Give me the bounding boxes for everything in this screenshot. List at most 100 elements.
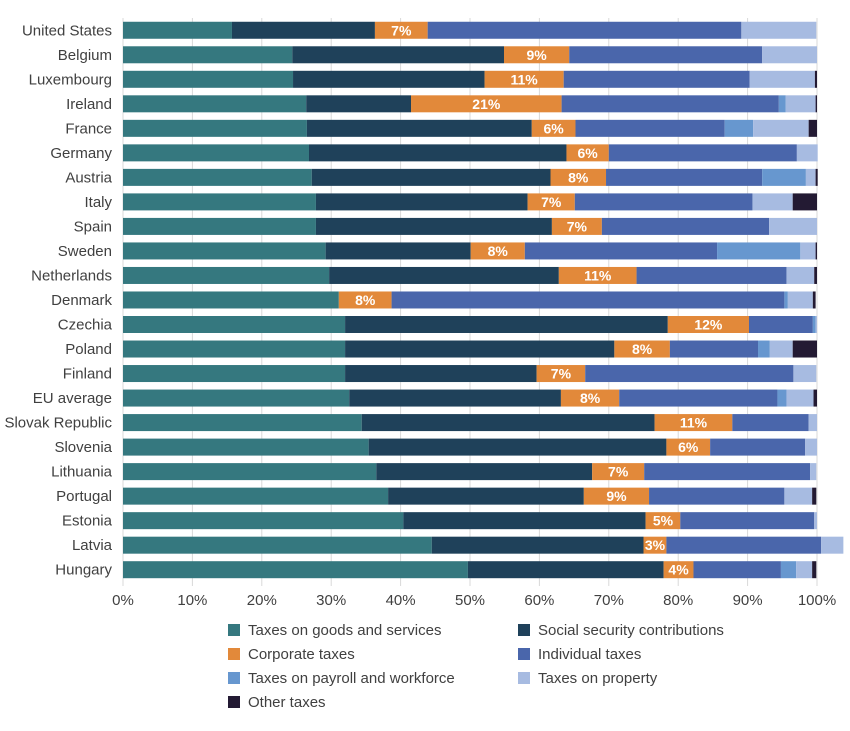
bar-segment xyxy=(693,561,781,579)
data-label: 11% xyxy=(511,71,539,87)
data-label: 7% xyxy=(391,22,412,38)
bar-segment xyxy=(123,463,377,481)
legend-label: Social security contributions xyxy=(538,621,724,639)
legend-swatch xyxy=(228,672,240,684)
bar-segment xyxy=(123,242,326,260)
legend-swatch xyxy=(518,624,530,636)
category-label: Belgium xyxy=(58,47,112,64)
bar-segment xyxy=(123,95,307,113)
bar-segment xyxy=(574,193,753,211)
category-label: Estonia xyxy=(62,513,113,530)
bar-segment xyxy=(467,561,664,579)
category-label: Lithuania xyxy=(51,464,113,481)
data-label: 6% xyxy=(678,439,699,455)
bar-segment xyxy=(293,70,485,88)
bar-segment xyxy=(123,389,350,407)
x-tick-label: 40% xyxy=(386,592,416,609)
bar-segment xyxy=(808,414,817,432)
bar-segment xyxy=(311,168,551,186)
data-label: 6% xyxy=(578,145,599,161)
bar-segment xyxy=(732,414,809,432)
bar-segment xyxy=(123,144,309,162)
legend-label: Corporate taxes xyxy=(248,645,355,663)
bar-segment xyxy=(796,144,818,162)
data-label: 8% xyxy=(632,341,653,357)
bar-segment xyxy=(558,266,637,284)
bar-segment xyxy=(306,119,532,137)
bar-segment xyxy=(649,487,785,505)
bar-segment xyxy=(666,536,822,554)
bar-segment xyxy=(666,438,711,456)
bar-segment xyxy=(769,340,793,358)
bar-segment xyxy=(785,95,816,113)
bar-segment xyxy=(592,463,645,481)
bar-segment xyxy=(123,217,316,235)
category-label: EU average xyxy=(33,390,112,407)
category-label: Italy xyxy=(84,194,112,211)
x-axis-tick-labels: 0% 10% 20% 30% 40% 50% 60% 70% 80% 90% 100% xyxy=(112,592,836,609)
data-label: 9% xyxy=(606,488,627,504)
legend: Taxes on goods and services Social securi… xyxy=(228,619,788,713)
x-tick-label: 70% xyxy=(594,592,624,609)
bar-segment xyxy=(470,242,525,260)
bar-segment xyxy=(325,242,471,260)
bar-segment xyxy=(748,316,813,333)
data-label: 8% xyxy=(580,390,601,406)
category-label: Hungary xyxy=(55,562,112,579)
category-label: Ireland xyxy=(66,96,112,113)
category-label: France xyxy=(65,120,112,137)
bar-segment xyxy=(536,365,586,383)
data-label: 11% xyxy=(680,415,708,431)
x-tick-label: 60% xyxy=(524,592,554,609)
bar-segment xyxy=(531,119,576,137)
bar-segment xyxy=(123,291,339,309)
category-label: Germany xyxy=(50,145,112,162)
data-label: 21% xyxy=(472,96,501,112)
category-label: Luxembourg xyxy=(29,71,112,88)
bar-segment xyxy=(123,266,330,284)
bar-segment xyxy=(374,21,428,39)
bar-segment xyxy=(793,365,817,383)
bar-segment xyxy=(123,414,362,432)
bar-segment xyxy=(752,193,793,211)
bar-segment xyxy=(780,561,797,579)
data-label: 7% xyxy=(608,464,629,480)
category-labels: United States Belgium Luxembourg Ireland Fra… xyxy=(4,22,112,578)
bar-segment xyxy=(717,242,801,260)
data-label: 7% xyxy=(567,218,588,234)
bar-segment xyxy=(812,487,817,505)
bar-segment xyxy=(123,536,432,554)
bar-segment xyxy=(812,291,816,309)
bar-segment xyxy=(808,119,817,137)
bar-segment xyxy=(810,463,817,481)
category-label: Finland xyxy=(63,366,112,383)
bar-segment xyxy=(680,512,815,530)
bar-segment xyxy=(411,95,562,113)
bar-segment xyxy=(524,242,718,260)
bar-segment xyxy=(123,21,232,39)
bar-segment xyxy=(123,119,307,137)
x-tick-label: 20% xyxy=(247,592,277,609)
x-tick-label: 30% xyxy=(316,592,346,609)
bar-segment xyxy=(123,193,316,211)
bar-segment xyxy=(815,316,817,333)
bar-segment xyxy=(724,119,754,137)
bar-segment xyxy=(667,316,749,333)
bar-segment xyxy=(669,340,759,358)
bar-segment xyxy=(805,168,816,186)
bar-segment xyxy=(758,340,770,358)
bar-segments: 7% 9% 11% 21% 6% 6% 8% 7% 7% 8% 11% 8% 12% 8% 7% 8% 11% 6… xyxy=(123,21,844,579)
bar-segment xyxy=(123,340,346,358)
bar-segment xyxy=(575,119,725,137)
category-label: Portugal xyxy=(56,488,112,505)
bar-segment xyxy=(812,316,816,333)
bar-segment xyxy=(786,266,815,284)
bar-segment xyxy=(645,512,681,530)
bar-segment xyxy=(606,168,763,186)
category-label: Austria xyxy=(65,169,112,186)
bar-segment xyxy=(663,561,694,579)
bar-segment xyxy=(569,46,763,64)
bar-segment xyxy=(784,487,813,505)
bar-segment xyxy=(786,389,814,407)
bar-segment xyxy=(484,70,564,88)
